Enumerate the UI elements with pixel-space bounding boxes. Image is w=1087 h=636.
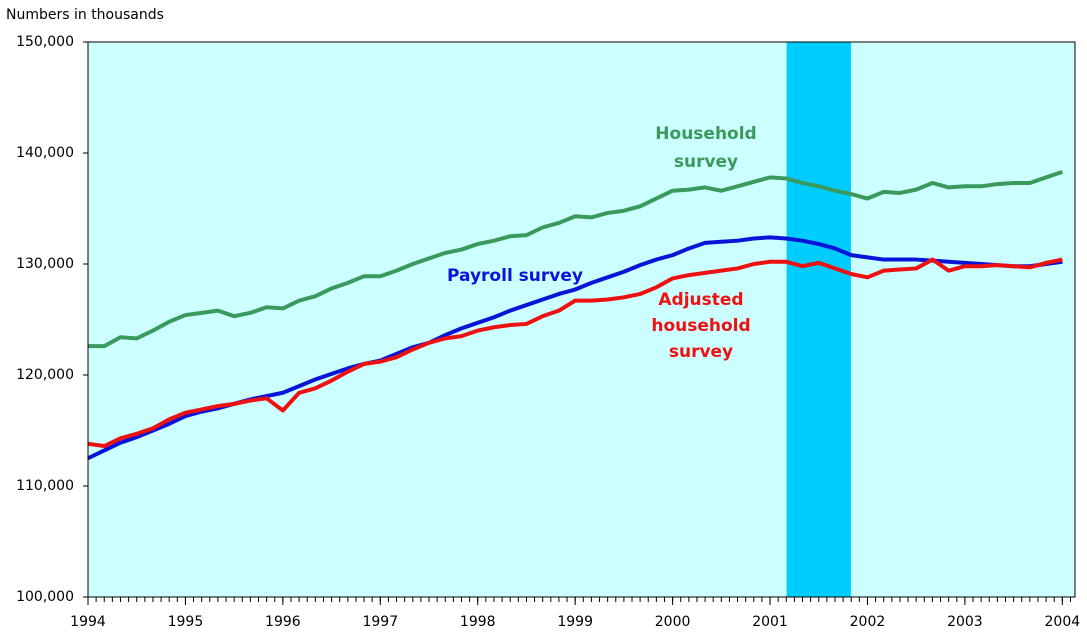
series-line [88,169,1063,349]
x-tick-label: 1994 [70,614,106,630]
series-label: Payroll survey [447,266,583,286]
y-tick-label: 140,000 [16,145,74,161]
y-tick-label: 130,000 [16,256,74,272]
y-tick-label: 110,000 [16,478,74,494]
x-tick-label: 1995 [168,614,204,630]
x-tick-label: 1999 [557,614,593,630]
series-line [87,257,1063,449]
y-tick-label: 150,000 [16,34,74,50]
x-tick-label: 1996 [265,614,301,630]
x-tick-label: 2000 [655,614,691,630]
series-label: Adjusted [658,290,743,310]
x-tick-label: 2002 [850,614,886,630]
series-label: survey [674,152,738,172]
plot-frame [87,41,1076,598]
x-tick-label: 2001 [752,614,788,630]
plot-background [88,42,1075,597]
series-label: survey [669,342,733,362]
y-tick-label: 120,000 [16,367,74,383]
subtitle: Numbers in thousands [6,7,164,23]
y-tick-label: 100,000 [16,589,74,605]
x-tick-label: 1997 [362,614,398,630]
recession-shading [786,42,851,597]
x-tick-label: 1998 [460,614,496,630]
series-label: Household [655,124,756,144]
x-tick-label: 2004 [1045,614,1081,630]
x-tick-label: 2003 [947,614,983,630]
series-label: household [651,316,750,336]
